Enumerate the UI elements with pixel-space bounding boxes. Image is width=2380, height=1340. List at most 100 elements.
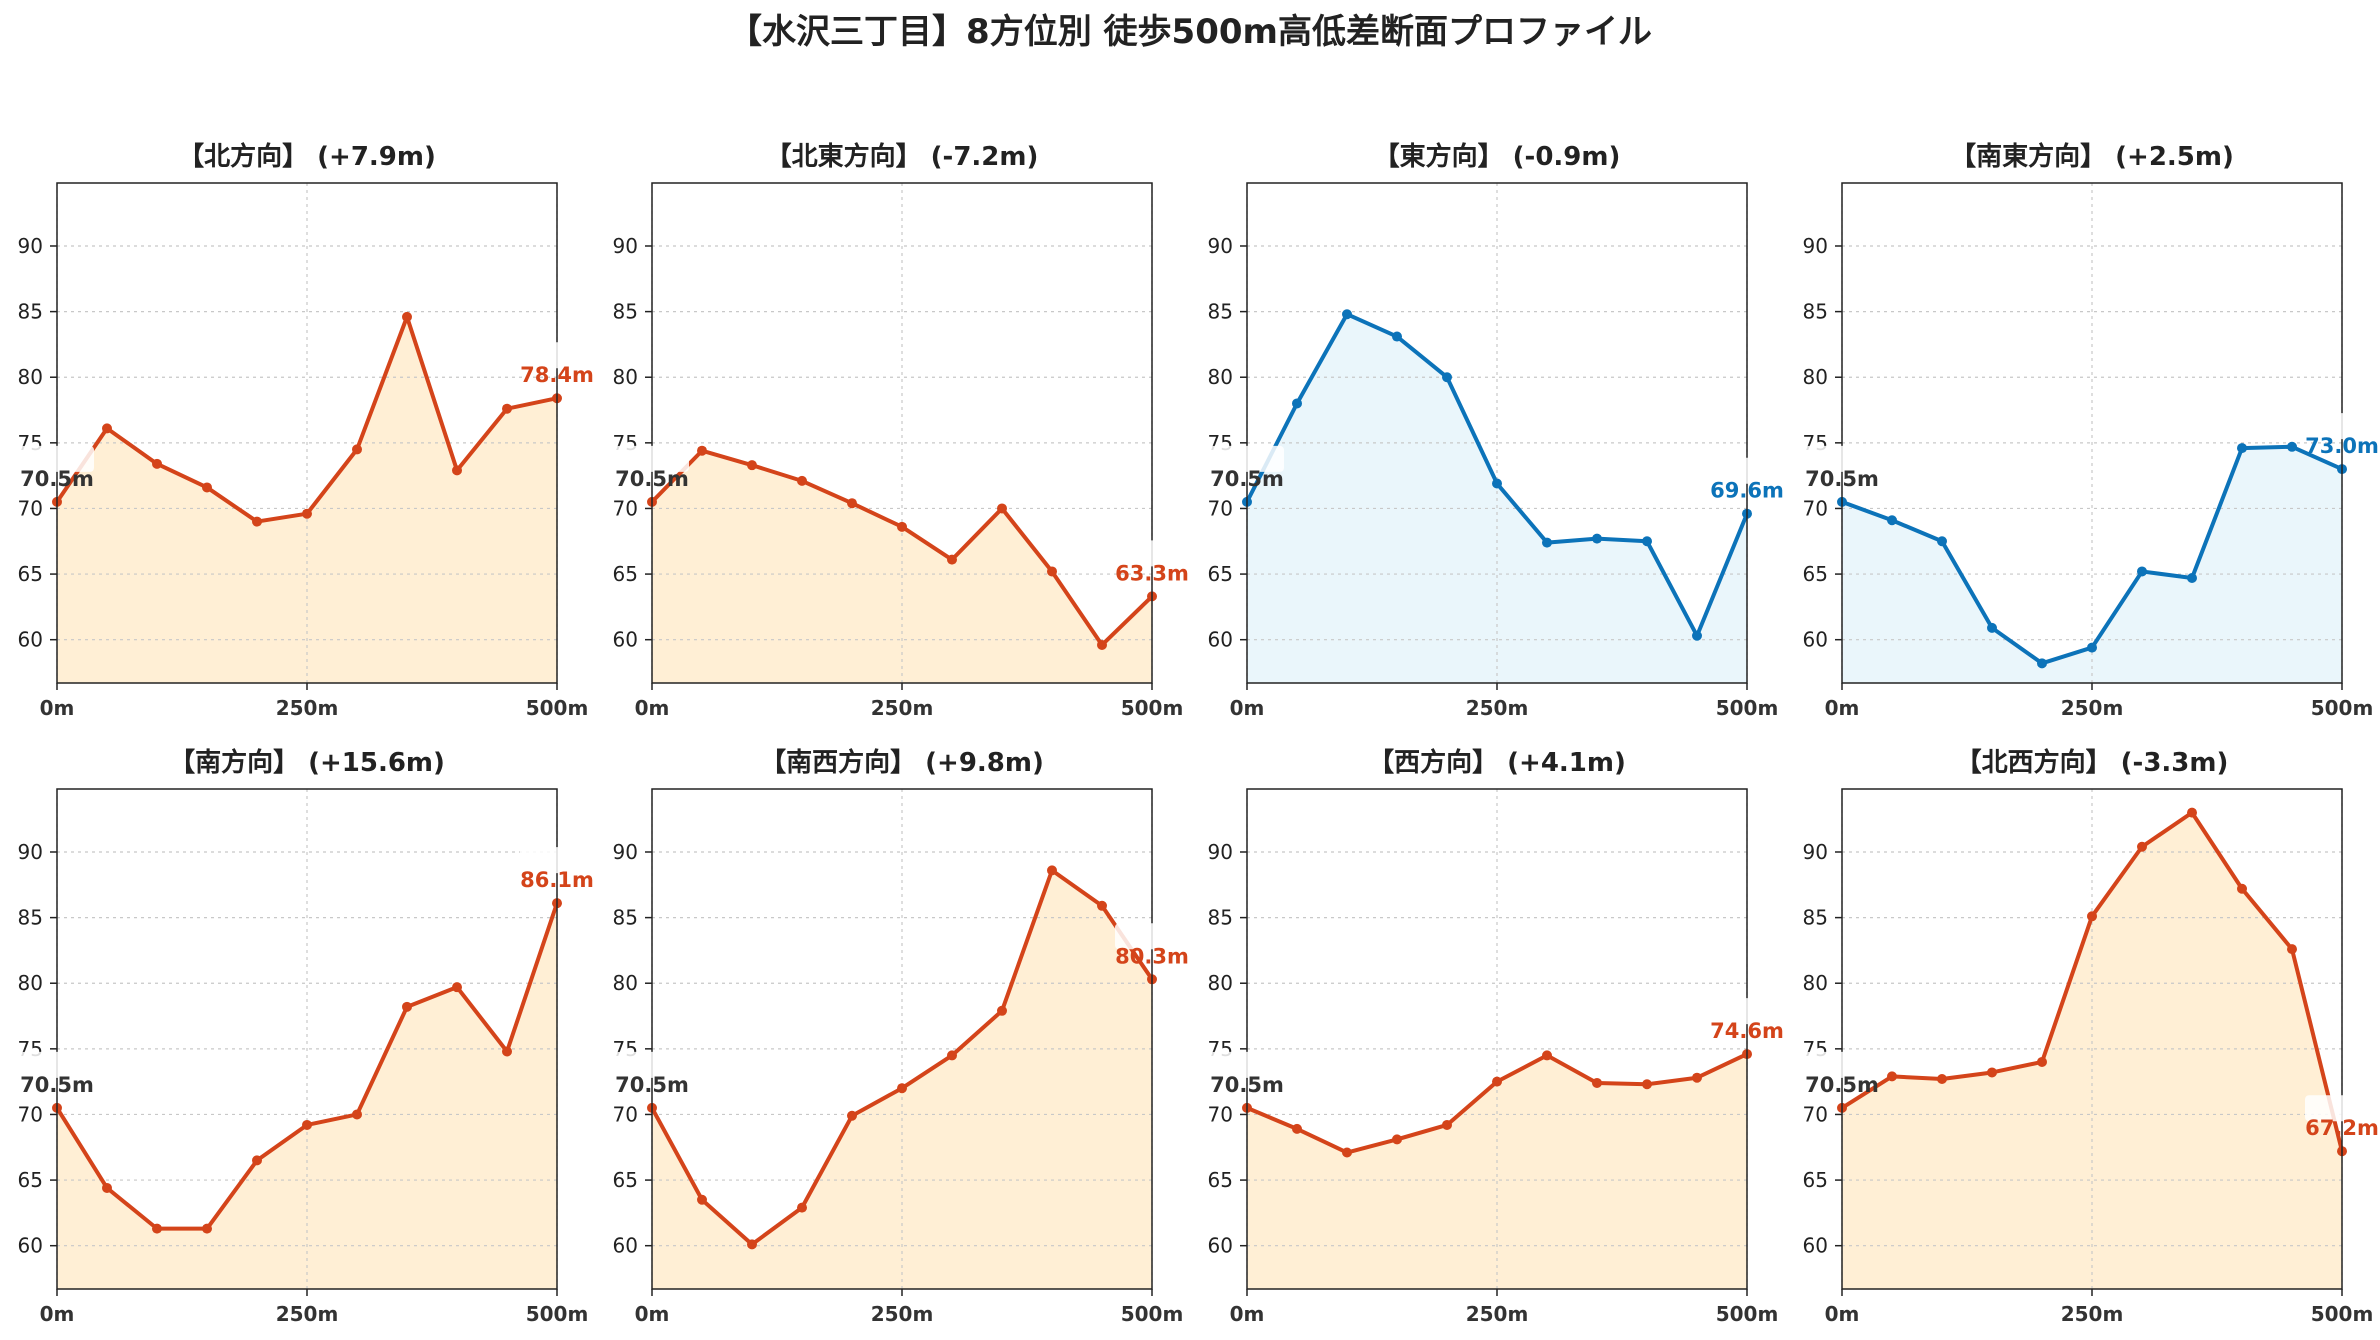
- y-tick-label: 80: [1208, 971, 1233, 995]
- y-tick-label: 60: [1803, 1234, 1828, 1258]
- x-tick-label: 250m: [2061, 1302, 2124, 1326]
- data-point: [1342, 309, 1352, 320]
- y-tick-label: 80: [18, 365, 43, 389]
- y-tick-label: 65: [1803, 1168, 1828, 1192]
- end-label-bg: [520, 847, 594, 874]
- data-point: [697, 1194, 707, 1205]
- data-point: [452, 465, 462, 476]
- data-point: [202, 1223, 212, 1234]
- data-point: [1937, 536, 1947, 547]
- start-label: 70.5m: [1210, 467, 1284, 491]
- x-tick-label: 0m: [1230, 696, 1265, 720]
- x-tick-label: 250m: [1466, 696, 1529, 720]
- x-tick-label: 0m: [1230, 1302, 1265, 1326]
- data-point: [1492, 478, 1502, 489]
- y-tick-label: 70: [613, 496, 638, 520]
- start-label-bg: [20, 445, 94, 472]
- data-point: [697, 445, 707, 456]
- y-tick-label: 65: [18, 1168, 43, 1192]
- data-point: [502, 1046, 512, 1057]
- data-point: [2087, 911, 2097, 922]
- data-point: [2087, 642, 2097, 653]
- data-point: [2137, 566, 2147, 577]
- subplot-title: 【北東方向】 (-7.2m): [766, 141, 1039, 172]
- data-point: [947, 554, 957, 565]
- area-fill: [1247, 1054, 1747, 1289]
- data-point: [947, 1050, 957, 1061]
- data-point: [1292, 1123, 1302, 1134]
- figure-title: 【水沢三丁目】8方位別 徒歩500m高低差断面プロファイル: [728, 12, 1652, 52]
- y-tick-label: 65: [1208, 562, 1233, 586]
- start-label-bg: [1210, 1051, 1284, 1078]
- end-label: 67.2m: [2305, 1116, 2379, 1140]
- end-label: 74.6m: [1710, 1019, 1784, 1043]
- data-point: [152, 1223, 162, 1234]
- y-tick-label: 90: [18, 840, 43, 864]
- y-tick-label: 80: [1803, 971, 1828, 995]
- x-tick-label: 0m: [40, 1302, 75, 1326]
- area-fill: [652, 870, 1152, 1289]
- y-tick-label: 85: [18, 300, 43, 324]
- y-tick-label: 70: [1803, 496, 1828, 520]
- data-point: [2187, 573, 2197, 584]
- data-point: [1542, 1050, 1552, 1061]
- data-point: [2287, 944, 2297, 955]
- data-point: [102, 1182, 112, 1193]
- x-tick-label: 250m: [871, 696, 934, 720]
- x-tick-label: 250m: [2061, 696, 2124, 720]
- data-point: [202, 482, 212, 493]
- y-tick-label: 80: [613, 971, 638, 995]
- start-label-bg: [615, 445, 689, 472]
- y-tick-label: 60: [18, 628, 43, 652]
- data-point: [1642, 536, 1652, 547]
- y-tick-label: 85: [18, 906, 43, 930]
- y-tick-label: 70: [613, 1102, 638, 1126]
- start-label: 70.5m: [20, 1073, 94, 1097]
- start-label-bg: [20, 1051, 94, 1078]
- y-tick-label: 85: [1208, 906, 1233, 930]
- data-point: [1642, 1079, 1652, 1090]
- end-label-bg: [1115, 540, 1189, 567]
- data-point: [1542, 537, 1552, 548]
- y-tick-label: 90: [613, 234, 638, 258]
- x-tick-label: 500m: [1716, 1302, 1779, 1326]
- data-point: [1392, 331, 1402, 342]
- x-tick-label: 500m: [526, 696, 589, 720]
- y-tick-label: 90: [18, 234, 43, 258]
- data-point: [1592, 533, 1602, 544]
- data-point: [847, 498, 857, 509]
- subplot-title: 【南東方向】 (+2.5m): [1950, 141, 2234, 172]
- x-tick-label: 0m: [635, 696, 670, 720]
- data-point: [1097, 639, 1107, 650]
- y-tick-label: 65: [613, 562, 638, 586]
- x-tick-label: 500m: [2311, 696, 2374, 720]
- x-tick-label: 500m: [1716, 696, 1779, 720]
- data-point: [2037, 1056, 2047, 1067]
- data-point: [352, 1109, 362, 1120]
- end-label: 80.3m: [1115, 944, 1189, 968]
- y-tick-label: 90: [1803, 234, 1828, 258]
- subplot-title: 【南西方向】 (+9.8m): [760, 747, 1044, 778]
- y-tick-label: 60: [1803, 628, 1828, 652]
- y-tick-label: 90: [613, 840, 638, 864]
- data-point: [1592, 1077, 1602, 1088]
- data-point: [1987, 1067, 1997, 1078]
- data-point: [1442, 372, 1452, 383]
- y-tick-label: 60: [18, 1234, 43, 1258]
- y-tick-label: 70: [1208, 1102, 1233, 1126]
- y-tick-label: 85: [613, 300, 638, 324]
- data-point: [1492, 1076, 1502, 1087]
- y-tick-label: 80: [1803, 365, 1828, 389]
- data-point: [1887, 1071, 1897, 1082]
- x-tick-label: 0m: [635, 1302, 670, 1326]
- start-label: 70.5m: [615, 1073, 689, 1097]
- x-tick-label: 250m: [276, 1302, 339, 1326]
- end-label: 63.3m: [1115, 561, 1189, 585]
- y-tick-label: 70: [18, 1102, 43, 1126]
- data-point: [252, 516, 262, 527]
- area-fill: [1842, 446, 2342, 683]
- subplot-title: 【東方向】 (-0.9m): [1374, 141, 1621, 172]
- data-point: [1937, 1074, 1947, 1085]
